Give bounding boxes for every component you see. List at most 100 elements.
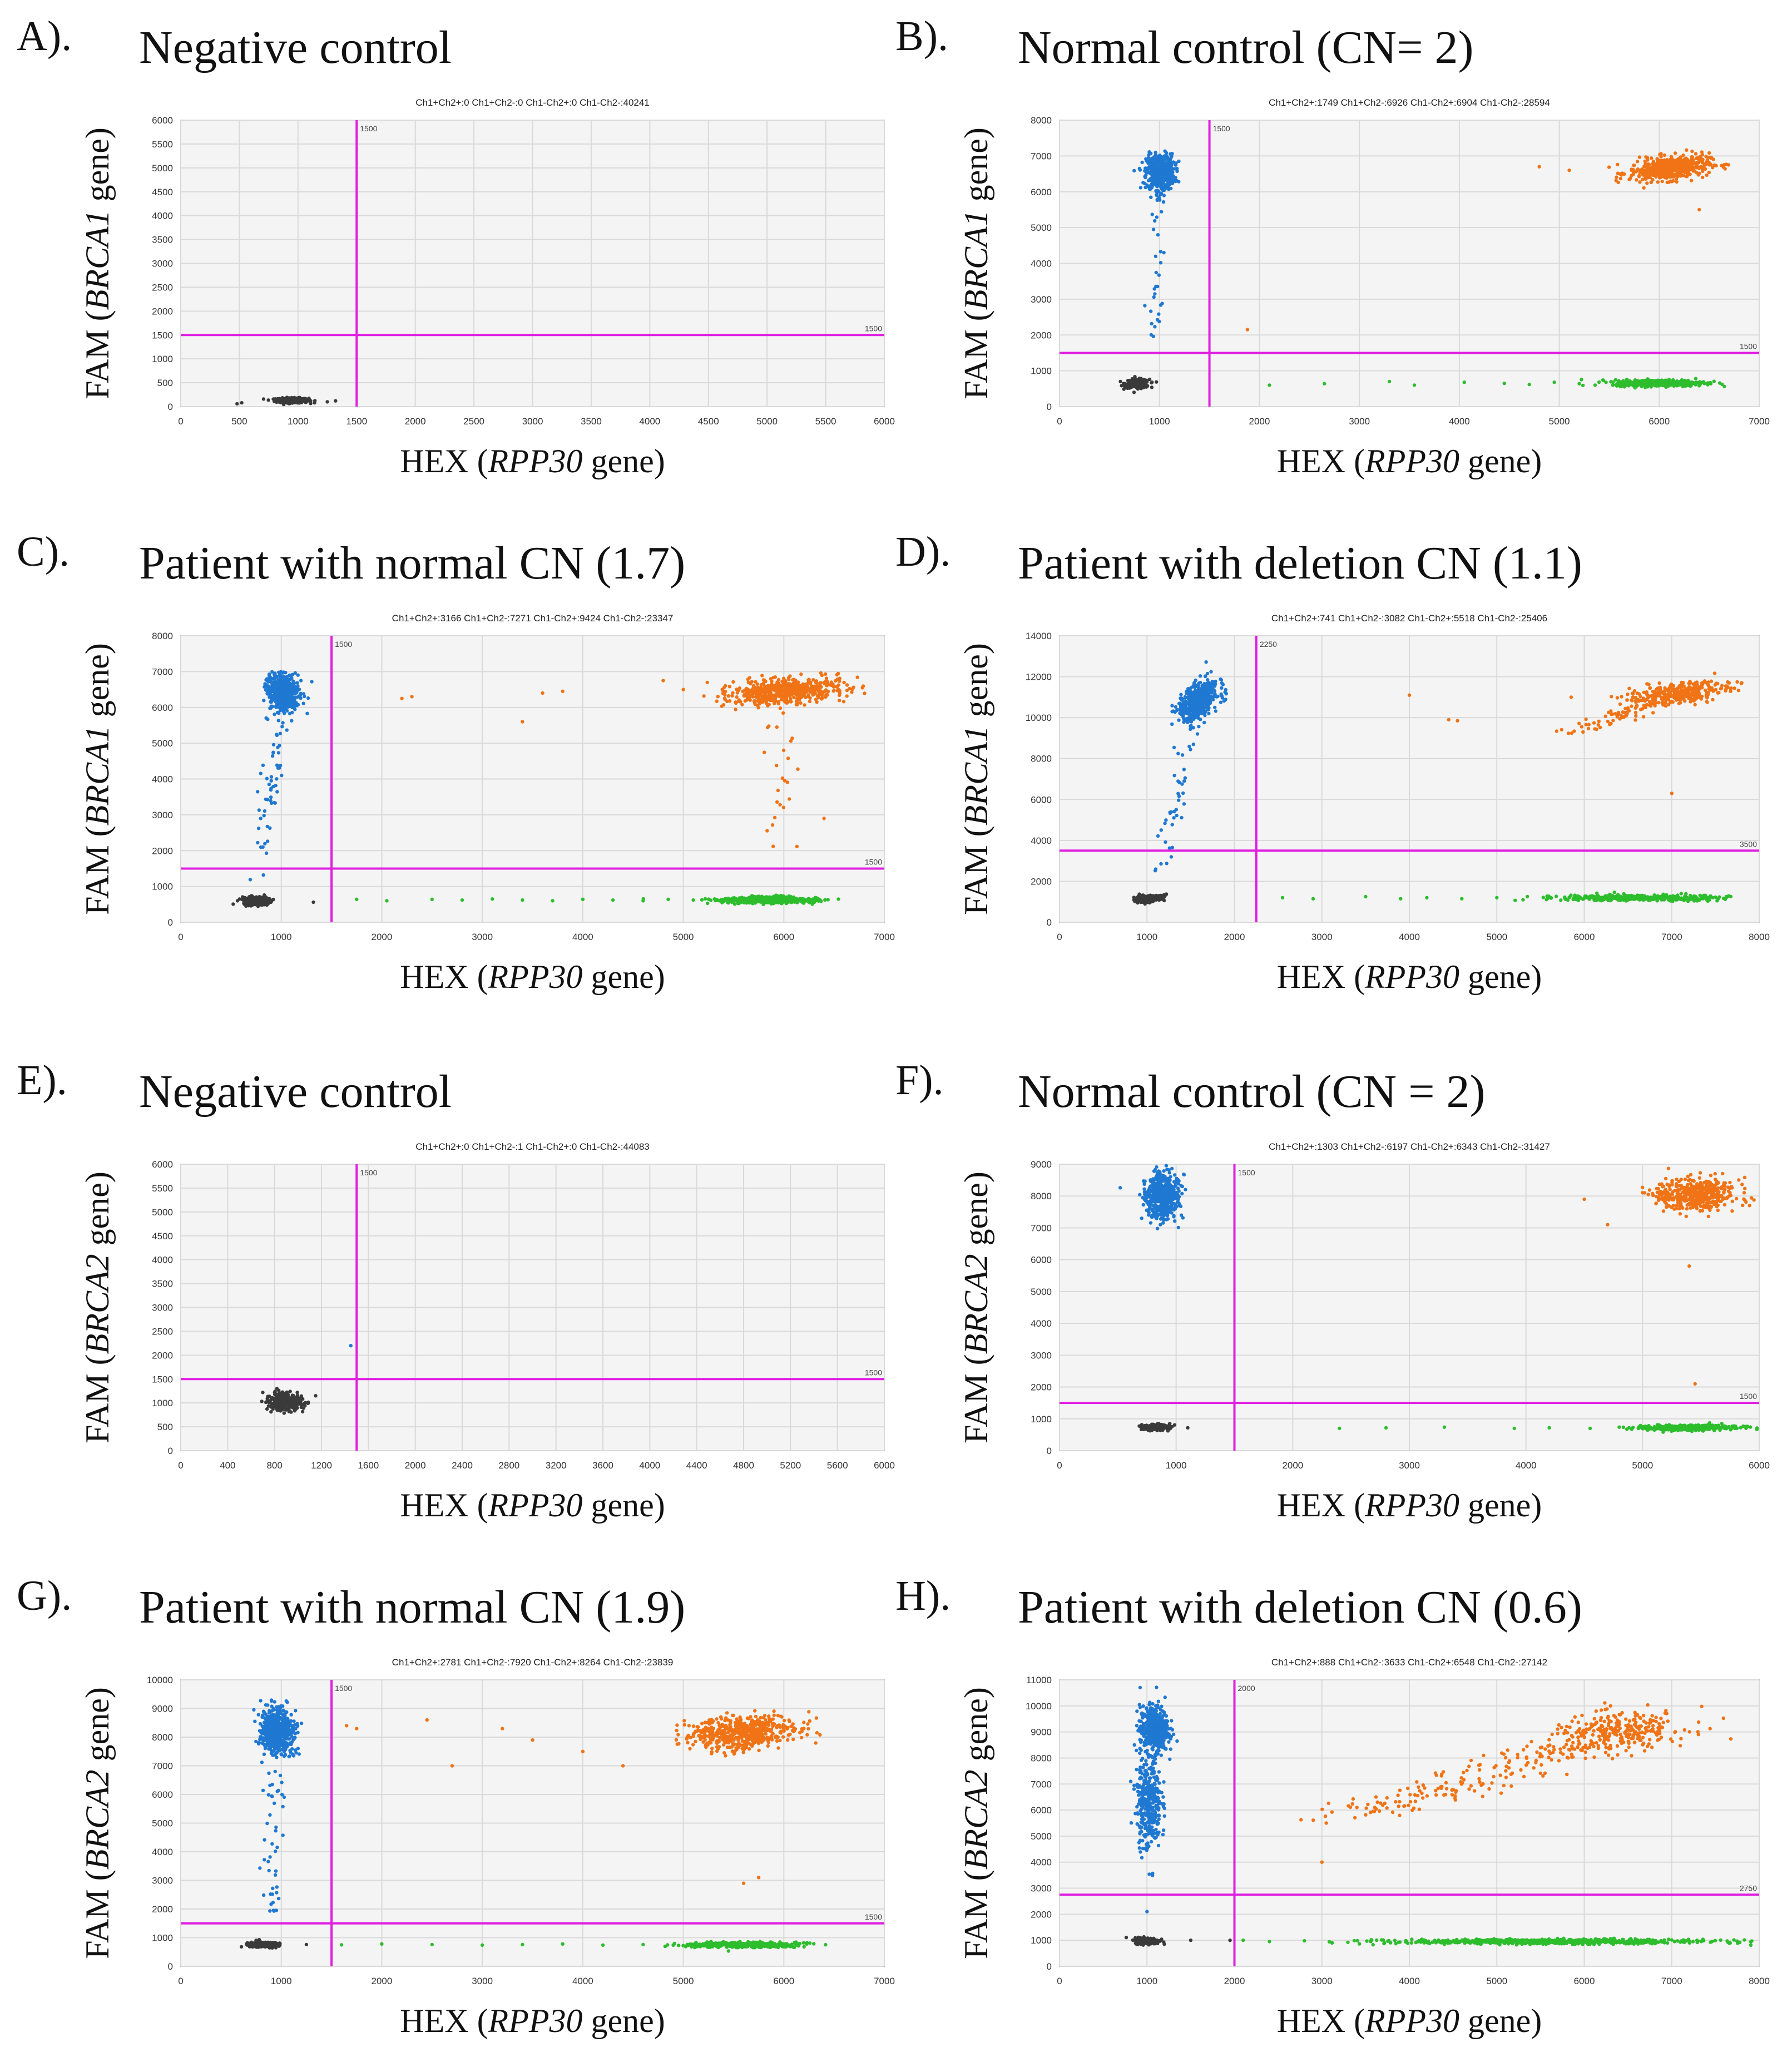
droplet-ch1-ch2- bbox=[1207, 694, 1211, 698]
droplet-ch1-ch2- bbox=[1645, 181, 1649, 185]
droplet-ch1-ch2- bbox=[863, 691, 867, 695]
droplet-trail bbox=[1155, 318, 1160, 322]
droplet-ch1-ch2- bbox=[298, 399, 302, 403]
y-tick-label: 2000 bbox=[1031, 330, 1052, 340]
x-tick-label: 1000 bbox=[288, 416, 309, 427]
droplet-ch1-ch2- bbox=[727, 900, 731, 904]
droplet-ch1-ch2- bbox=[313, 399, 317, 403]
droplet-ch1-ch2- bbox=[799, 672, 803, 676]
droplet-ch1-ch2- bbox=[1165, 178, 1169, 182]
y-axis-paren-close: ) bbox=[79, 643, 116, 654]
droplet-ch1-ch2- bbox=[1149, 158, 1153, 162]
droplet-ch1-ch2- bbox=[1654, 174, 1658, 178]
droplet-ch1-ch2- bbox=[802, 897, 806, 901]
droplet-ch1-ch2- bbox=[702, 694, 706, 698]
droplet-outlier bbox=[240, 400, 244, 405]
droplet-ch1-ch2- bbox=[1682, 174, 1686, 177]
droplet-ch1-ch2- bbox=[1146, 161, 1150, 165]
droplet-ch1-ch2- bbox=[861, 684, 865, 688]
droplet-ch1-ch2- bbox=[295, 681, 299, 685]
droplet-ch1-ch2- bbox=[1147, 377, 1152, 382]
droplet-ch1-ch2- bbox=[1724, 162, 1729, 166]
x-axis-space bbox=[1459, 443, 1468, 479]
droplet-ch1-ch2- bbox=[735, 695, 739, 699]
threshold-x-label: 1500 bbox=[1213, 124, 1230, 133]
droplet-outlier bbox=[1577, 382, 1581, 385]
droplet-trail bbox=[273, 800, 276, 805]
x-axis-gene: RPP30 bbox=[488, 958, 583, 995]
droplet-trail bbox=[256, 827, 261, 830]
droplet-outlier bbox=[521, 898, 524, 902]
droplet-ch1-ch2- bbox=[1609, 380, 1613, 384]
droplet-ch1-ch2- bbox=[1211, 682, 1215, 686]
droplet-ch1-ch2- bbox=[1158, 158, 1162, 162]
x-axis-paren-close: ) bbox=[654, 443, 665, 479]
y-axis-space bbox=[79, 201, 116, 210]
droplet-ch1-ch2- bbox=[285, 680, 289, 685]
droplet-ch1-ch2- bbox=[1152, 176, 1157, 181]
droplet-ch1-ch2- bbox=[1644, 155, 1648, 159]
droplet-ch1-ch2- bbox=[1191, 716, 1195, 720]
droplet-ch1-ch2- bbox=[1657, 159, 1661, 162]
droplet-ch1-ch2- bbox=[1175, 169, 1179, 173]
droplet-ch1-ch2- bbox=[806, 900, 811, 904]
droplet-ch1-ch2- bbox=[1126, 379, 1130, 383]
droplet-ch1-ch2- bbox=[776, 700, 781, 704]
y-tick-label: 2000 bbox=[1031, 876, 1052, 887]
droplet-ch1-ch2- bbox=[753, 701, 757, 705]
droplet-ch1-ch2- bbox=[1720, 164, 1724, 167]
droplet-ch1-ch2- bbox=[715, 699, 719, 703]
droplet-ch1-ch2- bbox=[1155, 160, 1159, 164]
droplet-outlier bbox=[1412, 383, 1417, 387]
droplet-points bbox=[1118, 148, 1731, 394]
y-tick-label: 3000 bbox=[1031, 294, 1052, 305]
x-tick-label: 0 bbox=[1057, 932, 1062, 942]
y-tick-label: 500 bbox=[157, 378, 173, 388]
droplet-outlier bbox=[1567, 168, 1571, 172]
droplet-ch1-ch2- bbox=[1672, 166, 1676, 170]
droplet-ch1-ch2- bbox=[1638, 180, 1642, 184]
droplet-ch1-ch2- bbox=[1701, 169, 1705, 173]
droplet-ch1-ch2- bbox=[706, 901, 710, 906]
droplet-ch1-ch2- bbox=[834, 679, 838, 683]
droplet-ch1-ch2- bbox=[819, 685, 823, 689]
droplet-trail bbox=[778, 803, 782, 807]
droplet-ch1-ch2- bbox=[826, 683, 830, 686]
droplet-ch1-ch2- bbox=[1700, 380, 1705, 384]
droplet-ch1-ch2- bbox=[251, 901, 255, 905]
chart-title: Negative control bbox=[139, 22, 452, 73]
droplet-ch1-ch2- bbox=[1224, 698, 1227, 701]
droplet-outlier bbox=[561, 689, 565, 694]
droplet-ch1-ch2- bbox=[1630, 383, 1634, 387]
droplet-ch1-ch2- bbox=[1206, 678, 1210, 682]
droplet-ch1-ch2- bbox=[808, 699, 812, 704]
droplet-ch1-ch2- bbox=[1215, 695, 1219, 699]
droplet-ch1-ch2- bbox=[1580, 378, 1583, 382]
droplet-ch1-ch2- bbox=[1141, 898, 1145, 902]
droplet-ch1-ch2- bbox=[1690, 149, 1694, 154]
droplet-ch1-ch2- bbox=[739, 700, 742, 704]
droplet-ch1-ch2- bbox=[824, 676, 829, 680]
droplet-ch1-ch2- bbox=[305, 398, 309, 402]
droplet-ch1-ch2- bbox=[294, 400, 299, 404]
droplet-ch1-ch2- bbox=[770, 679, 774, 684]
droplet-ch1-ch2- bbox=[1179, 712, 1183, 716]
droplet-ch1-ch2- bbox=[1219, 692, 1223, 696]
droplet-ch1-ch2- bbox=[1190, 708, 1194, 712]
droplet-ch1-ch2- bbox=[1149, 183, 1153, 187]
droplet-trail bbox=[1155, 197, 1159, 202]
droplet-trail bbox=[270, 801, 274, 805]
droplet-ch1-ch2- bbox=[786, 897, 790, 901]
y-tick-label: 7000 bbox=[152, 666, 173, 677]
y-tick-label: 4000 bbox=[1031, 835, 1052, 846]
droplet-ch1-ch2- bbox=[804, 690, 808, 694]
droplet-ch1-ch2- bbox=[1676, 171, 1680, 175]
y-tick-label: 8000 bbox=[1031, 754, 1052, 764]
droplet-ch1-ch2- bbox=[765, 699, 769, 703]
droplet-ch1-ch2- bbox=[1144, 383, 1149, 387]
droplet-ch1-ch2- bbox=[773, 701, 776, 705]
y-axis-gene-word: gene bbox=[958, 139, 994, 201]
droplet-ch1-ch2- bbox=[1184, 717, 1188, 721]
droplet-ch1-ch2- bbox=[1689, 179, 1694, 182]
droplet-ch1-ch2- bbox=[1198, 674, 1202, 678]
